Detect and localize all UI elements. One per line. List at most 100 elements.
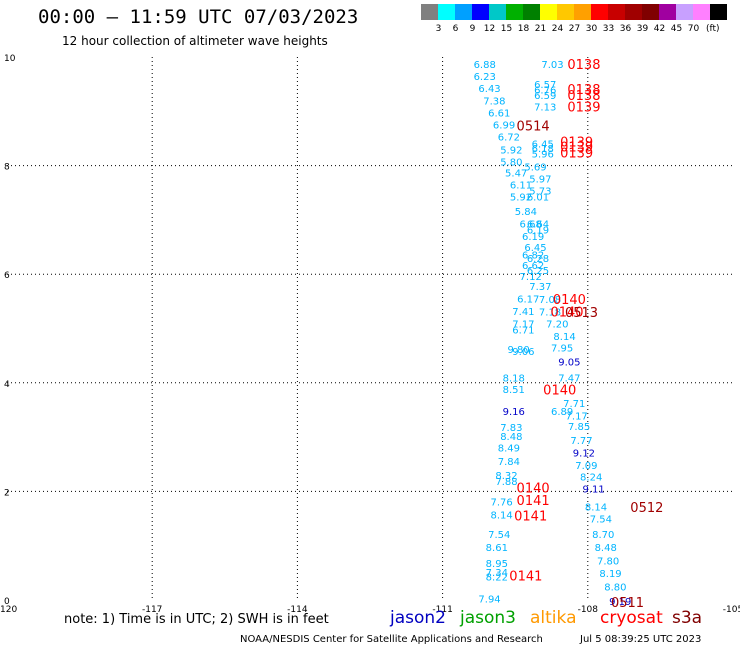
- wave-height-label: 5.69: [524, 163, 546, 174]
- wave-height-label: 7.38: [483, 96, 505, 107]
- legend-swatch: [557, 4, 574, 20]
- wave-height-label: 6.01: [527, 193, 549, 204]
- wave-height-label: 8.18: [503, 373, 525, 384]
- legend-swatch: [625, 4, 642, 20]
- legend-label: 33: [602, 24, 615, 34]
- legend-swatch: [421, 4, 438, 20]
- wave-height-label: 5.97: [529, 175, 551, 186]
- wave-height-label: 5.92: [510, 193, 532, 204]
- pass-time-label: 0141: [514, 509, 547, 524]
- legend-swatch: [540, 4, 557, 20]
- legend-label: 45: [670, 24, 683, 34]
- y-tick-label: 10: [4, 54, 16, 64]
- wave-height-label: 5.73: [529, 187, 551, 198]
- legend-swatch: [676, 4, 693, 20]
- wave-height-label: 6.99: [493, 120, 515, 131]
- wave-height-label: 8.51: [503, 385, 525, 396]
- legend-swatch: [506, 4, 523, 20]
- wave-height-label: 5.84: [515, 207, 537, 218]
- legend-label: 24: [551, 24, 564, 34]
- wave-height-label: 6.43: [478, 84, 500, 95]
- legend-swatch: [608, 4, 625, 20]
- pass-time-label: 0139: [560, 147, 593, 162]
- wave-height-label: 6.72: [498, 132, 520, 143]
- wave-height-label: 6.19: [527, 226, 549, 237]
- wave-height-label: 6.28: [527, 254, 549, 265]
- wave-height-label: 5.96: [532, 150, 554, 161]
- x-tick-label: -111: [432, 605, 452, 615]
- wave-height-label: 8.61: [486, 543, 508, 554]
- x-tick-label: -114: [287, 605, 308, 615]
- wave-height-label: 8.14: [553, 332, 575, 343]
- legend-label: 18: [517, 24, 530, 34]
- pass-time-label: 0513: [565, 306, 598, 321]
- wave-height-label: 7.34: [486, 568, 508, 579]
- legend-label: 15: [500, 24, 513, 34]
- wave-height-label: 8.70: [592, 530, 614, 541]
- wave-height-label: 9.16: [503, 407, 525, 418]
- x-tick-label: -108: [578, 605, 599, 615]
- wave-height-label: 7.80: [597, 556, 619, 567]
- legend-altika: altika: [530, 608, 577, 628]
- pass-time-label: 0139: [560, 141, 593, 156]
- wave-height-label: 6.62: [522, 261, 544, 272]
- wave-height-label: 6.25: [527, 266, 549, 277]
- wave-height-label: 5.47: [505, 169, 527, 180]
- pass-time-label: 0140: [553, 293, 586, 308]
- legend-label: 70: [687, 24, 700, 34]
- wave-height-label: 7.54: [590, 515, 612, 526]
- legend-swatch: [438, 4, 455, 20]
- x-tick-label: -117: [142, 605, 162, 615]
- legend-jason2: jason2: [390, 608, 446, 628]
- wave-height-label: 7.85: [568, 422, 590, 433]
- pass-time-label: 0138: [567, 83, 600, 98]
- wave-height-label: 6.59: [534, 91, 556, 102]
- pass-time-label: 0141: [509, 570, 542, 585]
- legend-swatch: [710, 4, 727, 20]
- wave-height-label: 9.05: [558, 358, 580, 369]
- pass-time-label: 0139: [560, 136, 593, 151]
- legend-swatch: [574, 4, 591, 20]
- wave-height-label: 8.95: [486, 559, 508, 570]
- wave-height-label: 6.45: [532, 139, 554, 150]
- legend-swatch: [472, 4, 489, 20]
- wave-height-label: 7.77: [570, 436, 592, 447]
- wave-height-label: 7.18: [539, 308, 561, 319]
- wave-height-label: 7.20: [546, 320, 568, 331]
- wave-height-label: 6.17: [517, 295, 539, 306]
- wave-height-label: 7.88: [495, 477, 517, 488]
- legend-swatch: [693, 4, 710, 20]
- wave-height-label: 7.71: [563, 399, 585, 410]
- wave-height-label: 6.64: [527, 220, 549, 231]
- legend-swatch: [455, 4, 472, 20]
- wave-height-label: 9.12: [573, 448, 595, 459]
- pass-time-label: 0140: [543, 383, 576, 398]
- wave-height-label: 7.17: [566, 411, 588, 422]
- pass-time-label: 0511: [611, 596, 644, 611]
- wave-height-label: 8.48: [595, 543, 617, 554]
- pass-time-label: 0512: [630, 501, 663, 516]
- legend-cryosat: cryosat: [600, 608, 663, 628]
- generated-timestamp: Jul 5 08:39:25 UTC 2023: [580, 634, 702, 645]
- legend-label: 39: [636, 24, 649, 34]
- pass-time-label: 0138: [567, 58, 600, 73]
- wave-height-label: 7.83: [500, 423, 522, 434]
- wave-height-label: 7.95: [551, 344, 573, 355]
- credit-line: NOAA/NESDIS Center for Satellite Applica…: [240, 634, 543, 645]
- legend-s3a: s3a: [672, 608, 703, 628]
- wave-height-label: 6.19: [522, 232, 544, 243]
- pass-time-label: 0138: [567, 89, 600, 104]
- wave-height-label: 8.19: [599, 569, 621, 580]
- legend-swatch: [591, 4, 608, 20]
- wave-height-label: 6.45: [524, 243, 546, 254]
- wave-height-label: 7.41: [512, 307, 534, 318]
- pass-time-label: 0141: [517, 494, 550, 509]
- y-tick-label: 8: [4, 163, 10, 173]
- wave-height-label: 9.19: [609, 597, 631, 608]
- pass-time-label: 0139: [567, 100, 600, 115]
- wave-height-label: 9.11: [582, 485, 604, 496]
- wave-height-label: 6.89: [551, 407, 573, 418]
- wave-height-label: 7.84: [498, 457, 520, 468]
- wave-height-label: 7.76: [491, 498, 513, 509]
- legend-label: 36: [619, 24, 632, 34]
